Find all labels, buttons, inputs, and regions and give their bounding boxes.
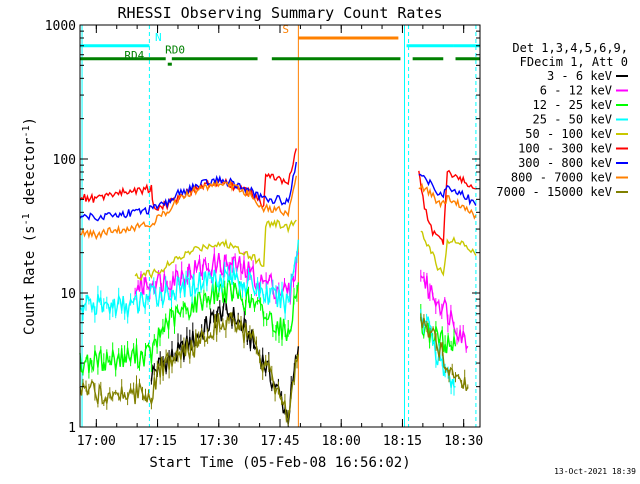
series-1 xyxy=(134,247,469,353)
y-tick-label: 1 xyxy=(68,421,76,436)
legend: Det 1,3,4,5,6,9,FDecim 1, Att 03 - 6 keV… xyxy=(496,41,628,199)
series-line xyxy=(79,175,297,241)
series-3 xyxy=(79,239,456,396)
y-tick-label: 100 xyxy=(53,153,76,168)
legend-entry-label: 25 - 50 keV xyxy=(533,113,612,127)
legend-header-line: FDecim 1, Att 0 xyxy=(520,55,628,69)
y-axis-label-superscript: -1 xyxy=(21,213,32,225)
footer-date: 13-Oct-2021 18:39 xyxy=(554,467,636,476)
y-tick-label: 1000 xyxy=(45,19,76,34)
attenuator-band-label: RD0 xyxy=(165,44,185,57)
series-line xyxy=(79,278,300,374)
series-4 xyxy=(134,219,477,282)
x-tick-label: 18:30 xyxy=(444,434,483,449)
y-axis-label-part: ) xyxy=(22,117,38,125)
y-tick-label: 10 xyxy=(60,287,76,302)
x-tick-label: 18:00 xyxy=(322,434,361,449)
chart-title: RHESSI Observing Summary Count Rates xyxy=(117,4,442,22)
legend-entry-label: 6 - 12 keV xyxy=(540,84,612,98)
legend-entry-label: 7000 - 15000 keV xyxy=(496,185,612,199)
x-tick-label: 17:45 xyxy=(260,434,299,449)
x-tick-label: 17:30 xyxy=(199,434,238,449)
x-axis-label: Start Time (05-Feb-08 16:56:02) xyxy=(149,455,410,471)
x-tick-label: 17:00 xyxy=(77,434,116,449)
night-band-label: N xyxy=(155,31,162,44)
series-line xyxy=(420,230,477,277)
y-axis-label: Count Rate (s-1 detector-1) xyxy=(21,117,39,335)
series-line xyxy=(79,239,300,318)
saa-band-label: S xyxy=(282,23,289,36)
y-axis-label-part: Count Rate (s xyxy=(22,225,38,335)
legend-entry-label: 12 - 25 keV xyxy=(533,98,612,112)
legend-entry-label: 3 - 6 keV xyxy=(547,69,612,83)
legend-entry-label: 800 - 7000 keV xyxy=(511,171,612,185)
series-8 xyxy=(79,312,469,426)
series-line xyxy=(134,219,297,282)
legend-entry-label: 100 - 300 keV xyxy=(518,142,612,156)
series-line xyxy=(418,173,477,206)
y-axis-label-part: detector xyxy=(22,138,38,214)
legend-entry-label: 300 - 800 keV xyxy=(518,156,612,170)
series-line xyxy=(418,169,476,245)
series-7 xyxy=(79,175,477,241)
y-axis-label-superscript: -1 xyxy=(21,125,32,137)
attenuator-band-label: RD4 xyxy=(124,49,144,62)
x-tick-label: 17:15 xyxy=(138,434,177,449)
legend-header-line: Det 1,3,4,5,6,9, xyxy=(512,41,628,55)
series-line xyxy=(418,182,477,220)
x-tick-label: 18:15 xyxy=(383,434,422,449)
series-2 xyxy=(79,277,457,379)
legend-entry-label: 50 - 100 keV xyxy=(525,127,612,141)
series-line xyxy=(420,316,469,392)
